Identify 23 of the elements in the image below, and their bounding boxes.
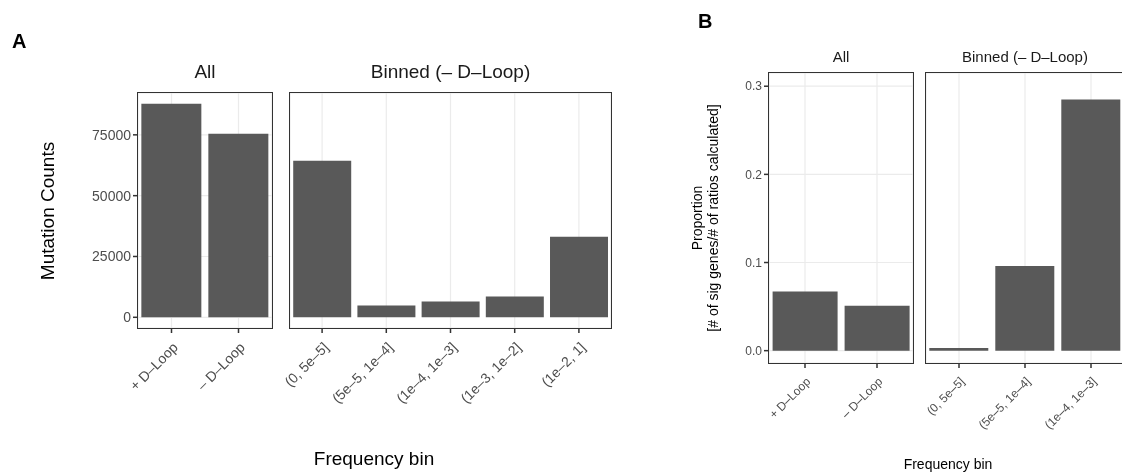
y-tick-label: 50000 [92,187,132,204]
chart-title: Binned (– D–Loop) [369,60,532,83]
x-axis-title: Frequency bin [313,448,435,470]
y-tick-label: 0.2 [745,167,763,182]
y-tick-label: 25000 [92,248,132,265]
bar [550,236,609,318]
bar [293,160,352,318]
y-tick-label: 0.1 [745,255,763,270]
y-axis-title: Proportion [# of sig genes/# of ratios calculated] [688,104,722,332]
text: B [698,10,713,33]
chart-title: All [831,47,851,65]
chart-title: Binned (– D–Loop) [961,47,1089,65]
chart-title: All [193,60,217,83]
y-tick-label: 75000 [92,126,132,143]
bar [357,305,416,318]
bar [485,296,544,318]
y-axis-title: Mutation Counts [37,141,59,280]
y-tick-label: 0 [123,309,132,326]
y-tick-label: 0.0 [745,343,763,358]
text: A [12,30,27,53]
y-tick-label: 0.3 [745,79,763,94]
bar [421,301,480,318]
x-axis-title: Frequency bin [903,456,993,472]
